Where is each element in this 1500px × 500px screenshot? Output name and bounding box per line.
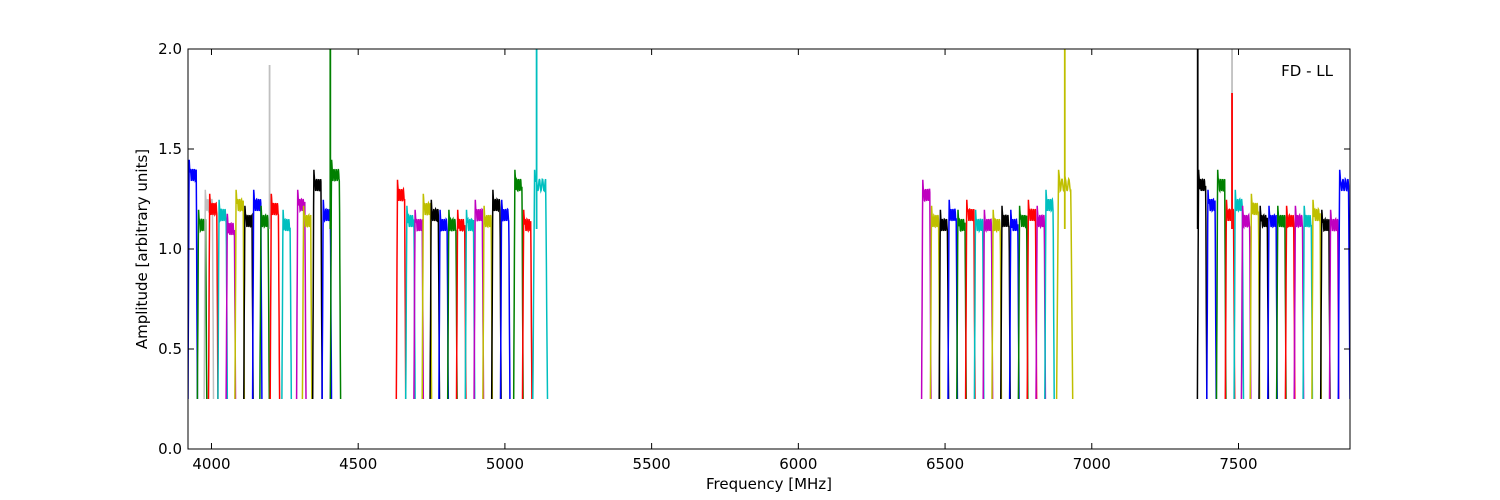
plot-area (188, 49, 1350, 449)
bandpass-series-line (225, 213, 237, 400)
bandpass-series-line (1319, 209, 1331, 400)
bandpass-series-line (234, 189, 246, 400)
bandpass-series-line (482, 205, 494, 400)
bandpass-series-line (490, 189, 502, 400)
bandpass-series-line (1026, 199, 1038, 400)
bandpass-series-line (1337, 169, 1350, 400)
bandpass-series-line (421, 193, 433, 400)
bandpass-series-line (1275, 205, 1287, 400)
bandpass-series-line (329, 159, 342, 400)
bandpass-series-line (1328, 209, 1340, 400)
bandpass-series-line (413, 209, 425, 400)
bandpass-series-line (438, 209, 450, 400)
bandpass-series-line (1302, 205, 1314, 400)
bandpass-series-line (251, 189, 263, 400)
bandpass-series-line (446, 209, 458, 400)
bandpass-series-line (929, 205, 941, 400)
x-tick-label: 5000 (486, 455, 524, 473)
series-layer (188, 49, 1350, 400)
bandpass-series-line (473, 199, 485, 400)
bandpass-series-line (1206, 189, 1217, 400)
x-tick-label: 7500 (1219, 455, 1257, 473)
x-tick-label: 7000 (1073, 455, 1111, 473)
bandpass-series-line (311, 169, 323, 400)
bandpass-series-line (512, 169, 524, 400)
bandpass-series-line (947, 199, 959, 400)
bandpass-series-line (269, 193, 281, 400)
y-axis-label: Amplitude [arbitrary units] (133, 149, 151, 349)
bandpass-series-line (1035, 205, 1047, 400)
bandpass-series-line (1008, 209, 1020, 400)
y-tick-label: 0.5 (158, 340, 182, 358)
x-tick-label: 4000 (192, 455, 230, 473)
bandpass-series-line (1000, 205, 1011, 400)
bandpass-series-line (532, 169, 549, 400)
tick-layer: 4000 4500 5000 5500 6000 6500 7000 7500 0.0 0.5 1.… (158, 40, 1350, 473)
bandpass-series-line (203, 189, 215, 400)
bandpass-series-line (991, 209, 1003, 400)
bandpass-series-line (243, 205, 254, 400)
x-tick-label: 4500 (339, 455, 377, 473)
bandpass-series-line (1240, 205, 1252, 400)
bandpass-series-line (1017, 205, 1029, 400)
bandpass-series-line (429, 199, 441, 400)
bandpass-series-line (1224, 199, 1236, 400)
bandpass-series-line (499, 199, 511, 400)
bandpass-series-line (281, 209, 293, 400)
bandpass-series-line (1284, 205, 1296, 400)
bandpass-series-line (1293, 205, 1305, 400)
bandpass-series-line (1311, 199, 1322, 400)
bandpass-series-line (1233, 189, 1245, 400)
bandpass-series-line (1044, 189, 1055, 400)
bandpass-series-line (956, 209, 967, 400)
bandpass-series-line (920, 179, 932, 400)
bandpass-series-line (455, 209, 467, 400)
y-tick-label: 2.0 (158, 40, 182, 58)
chart-annotation: FD - LL (1281, 62, 1333, 80)
bandpass-series-line (982, 209, 994, 400)
bandpass-series-line (464, 209, 476, 400)
y-tick-label: 0.0 (158, 440, 182, 458)
bandpass-series-line (207, 193, 219, 400)
bandpass-series-line (938, 209, 950, 400)
bandpass-series-line (301, 205, 313, 400)
bandpass-series-line (1196, 169, 1208, 400)
bandpass-series-line (964, 199, 976, 400)
bandpass-series-line (404, 205, 416, 400)
x-tick-label: 5500 (633, 455, 671, 473)
y-tick-label: 1.0 (158, 240, 182, 258)
bandpass-series-line (1215, 169, 1227, 400)
bandpass-series-line (1267, 205, 1278, 400)
bandpass-series-line (521, 209, 533, 400)
x-tick-label: 6500 (926, 455, 964, 473)
bandpass-series-line (259, 205, 271, 400)
x-tick-label: 6000 (779, 455, 817, 473)
bandpass-series-line (1258, 205, 1270, 400)
bandpass-series-line (1249, 193, 1261, 400)
x-axis-label: Frequency [MHz] (706, 475, 832, 493)
bandpass-series-line (395, 179, 407, 400)
bandpass-series-line (217, 199, 229, 400)
bandpass-series-line (188, 159, 199, 400)
y-tick-label: 1.5 (158, 140, 182, 158)
bandpass-series-line (973, 209, 985, 400)
